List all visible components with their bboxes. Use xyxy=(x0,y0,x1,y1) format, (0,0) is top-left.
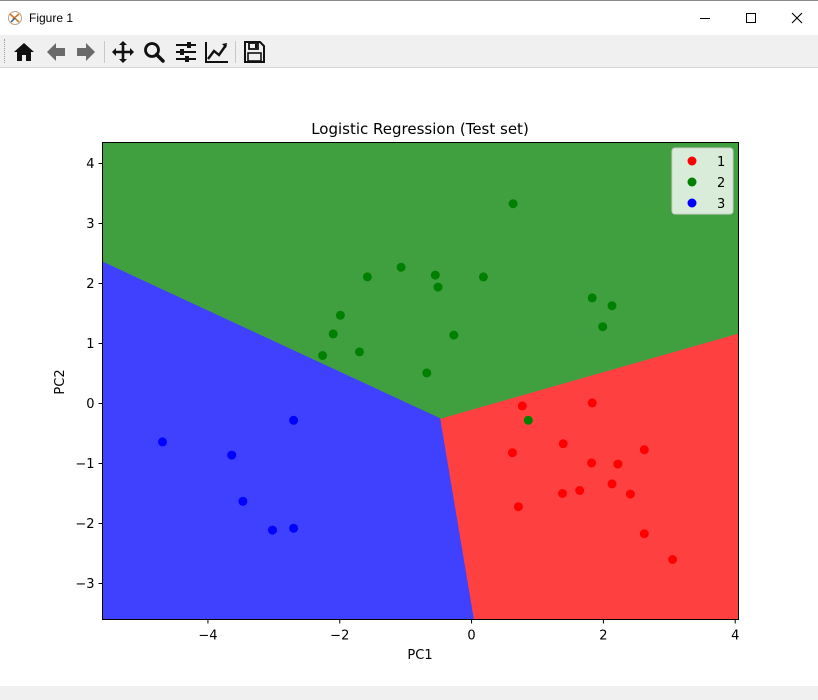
data-point-class-2 xyxy=(335,310,345,320)
y-tick-label: −1 xyxy=(75,457,94,472)
navigation-toolbar xyxy=(0,35,818,68)
y-tick-label: 1 xyxy=(86,337,94,352)
data-point-class-2 xyxy=(422,368,432,378)
title-bar: Figure 1 xyxy=(0,2,818,34)
legend-box xyxy=(671,147,734,215)
data-point-class-2 xyxy=(508,199,518,209)
data-point-class-2 xyxy=(598,322,608,332)
y-tick-label: −3 xyxy=(75,577,94,592)
data-point-class-2 xyxy=(433,282,443,292)
data-point-class-2 xyxy=(607,301,617,311)
data-point-class-2 xyxy=(523,415,533,425)
minimize-button[interactable] xyxy=(682,3,728,33)
data-point-class-2 xyxy=(328,329,338,339)
data-point-class-1 xyxy=(587,398,597,408)
pan-button[interactable] xyxy=(109,38,137,66)
pan-icon xyxy=(112,41,134,63)
data-point-class-1 xyxy=(513,502,523,512)
x-tick-label: 0 xyxy=(467,629,475,644)
maximize-button[interactable] xyxy=(728,3,774,33)
subplots-config-icon xyxy=(176,42,196,62)
data-point-class-2 xyxy=(355,347,364,357)
zoom-icon xyxy=(144,42,165,63)
data-point-class-3 xyxy=(289,415,299,425)
legend: 1 2 3 xyxy=(671,147,734,215)
data-point-class-1 xyxy=(639,529,649,539)
data-point-class-1 xyxy=(507,448,517,458)
home-icon xyxy=(14,43,34,61)
data-point-class-2 xyxy=(587,293,597,303)
data-point-class-3 xyxy=(158,437,167,447)
app-icon xyxy=(8,11,22,25)
data-point-class-1 xyxy=(575,486,585,495)
toolbar-separator xyxy=(104,41,105,63)
toolbar-separator xyxy=(235,41,236,63)
y-tick-label: 4 xyxy=(86,157,94,172)
forward-arrow-icon xyxy=(77,43,95,61)
y-tick-label: 0 xyxy=(86,397,94,412)
close-icon xyxy=(791,12,803,24)
edit-axes-icon xyxy=(205,42,228,63)
figure-canvas[interactable]: Logistic Regression (Test set) −4 −2 0 2 4 −3… xyxy=(0,68,818,686)
x-tick-label: −2 xyxy=(330,629,349,644)
minimize-icon xyxy=(700,18,710,19)
data-point-class-2 xyxy=(478,272,488,282)
data-point-class-3 xyxy=(289,523,299,533)
data-point-class-2 xyxy=(396,262,406,272)
chart[interactable]: Logistic Regression (Test set) −4 −2 0 2 4 −3… xyxy=(0,68,818,686)
chart-title: Logistic Regression (Test set) xyxy=(311,120,529,138)
x-tick-label: 4 xyxy=(731,629,739,644)
x-tick-label: 2 xyxy=(599,629,607,644)
data-point-class-1 xyxy=(587,458,596,468)
save-button[interactable] xyxy=(240,38,268,66)
legend-marker xyxy=(687,198,697,208)
edit-axes-button[interactable] xyxy=(203,38,231,66)
legend-marker xyxy=(687,156,697,166)
legend-marker xyxy=(687,177,697,187)
y-tick-label: 2 xyxy=(86,277,94,292)
zoom-button[interactable] xyxy=(140,38,168,66)
x-tick-label: −4 xyxy=(198,629,217,644)
data-point-class-1 xyxy=(639,445,649,455)
data-point-class-1 xyxy=(607,479,617,489)
legend-label: 1 xyxy=(717,155,725,170)
legend-label: 3 xyxy=(717,197,725,212)
data-point-class-1 xyxy=(625,489,635,499)
back-arrow-icon xyxy=(47,43,65,61)
toolbar-grip xyxy=(4,39,7,63)
data-point-class-1 xyxy=(558,489,567,498)
y-tick-label: 3 xyxy=(86,217,94,232)
data-point-class-2 xyxy=(318,351,328,360)
data-point-class-1 xyxy=(558,439,568,449)
legend-label: 2 xyxy=(717,176,725,191)
data-point-class-2 xyxy=(362,272,372,282)
data-point-class-1 xyxy=(668,555,678,564)
home-button[interactable] xyxy=(10,38,38,66)
data-point-class-2 xyxy=(430,270,440,280)
data-point-class-3 xyxy=(268,525,277,535)
close-button[interactable] xyxy=(774,3,818,33)
window-title: Figure 1 xyxy=(29,11,74,25)
maximize-icon xyxy=(746,13,756,23)
axes-frame xyxy=(102,142,739,620)
data-point-class-2 xyxy=(449,330,459,340)
data-point-class-3 xyxy=(227,450,237,460)
data-point-class-3 xyxy=(238,496,248,506)
y-tick-label: −2 xyxy=(75,517,94,532)
y-axis-label: PC2 xyxy=(53,369,68,394)
x-axis-label: PC1 xyxy=(407,648,432,663)
status-bar xyxy=(0,686,818,700)
forward-button[interactable] xyxy=(72,38,100,66)
data-point-class-1 xyxy=(613,459,623,469)
data-point-class-1 xyxy=(517,401,527,411)
configure-subplots-button[interactable] xyxy=(172,38,200,66)
back-button[interactable] xyxy=(42,38,70,66)
save-icon xyxy=(244,41,265,63)
